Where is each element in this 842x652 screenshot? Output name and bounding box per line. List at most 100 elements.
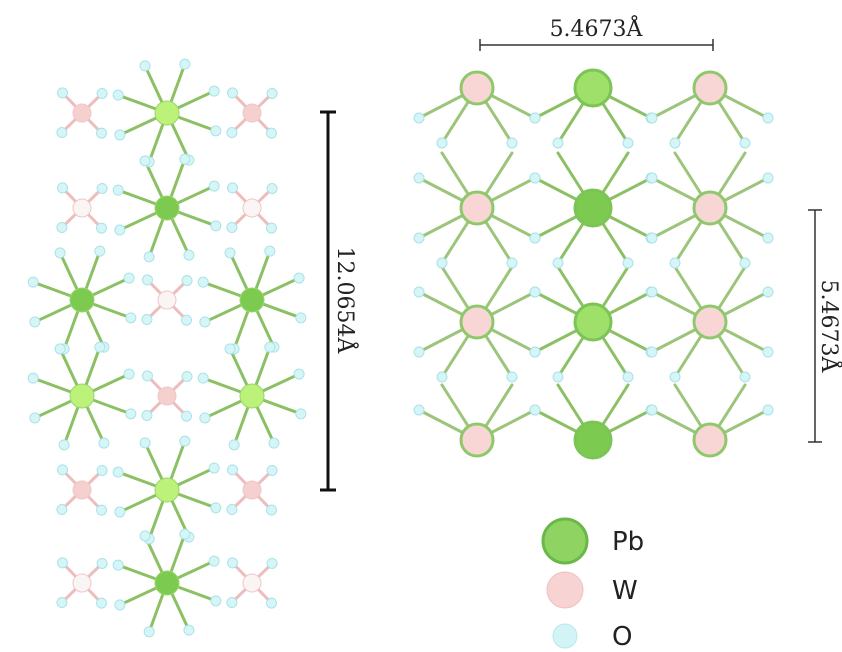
o-atom [123,272,135,284]
o-atom [179,528,191,540]
scale-label: 5.4673Å [816,280,842,374]
legend-w [546,571,584,609]
legend-label: W [612,576,638,606]
o-atom [268,437,280,449]
pb-atom [573,420,613,460]
o-atom [413,286,425,298]
o-atom [646,346,658,358]
bonds [31,62,770,634]
o-atom [208,180,220,192]
o-atom [56,464,68,476]
o-atom [179,58,191,70]
o-atom [552,371,564,383]
o-atom [96,557,108,569]
o-atom [208,555,220,567]
o-atom [226,127,238,139]
o-atom [436,137,448,149]
pb-atom [573,188,613,228]
w-atom [157,386,177,406]
o-atom [436,371,448,383]
o-atom [54,247,66,259]
o-atom [646,172,658,184]
o-atom [181,410,193,422]
o-atom [197,276,209,288]
scale-label: 12.0654Å [332,247,360,355]
o-atom [762,404,774,416]
o-atom [139,155,151,167]
o-atom [622,371,634,383]
o-atom [228,439,240,451]
w-atom [72,573,92,593]
o-atom [436,257,448,269]
o-atom [266,222,278,234]
o-atom [224,247,236,259]
o-atom [762,172,774,184]
pb-atom [154,100,180,126]
o-atom [139,437,151,449]
o-atom [210,220,222,232]
o-atom [96,182,108,194]
o-atom [413,232,425,244]
o-atom [646,286,658,298]
o-atom [141,410,153,422]
o-atom [179,435,191,447]
o-atom [54,343,66,355]
w-atom [72,198,92,218]
o-atom [506,371,518,383]
o-atom [56,597,68,609]
o-atom [143,251,155,263]
w-atom [242,573,262,593]
o-atom [125,312,137,324]
w-atom [459,422,495,458]
atoms [27,58,774,638]
w-atom [242,480,262,500]
o-atom [210,595,222,607]
w-atom [459,190,495,226]
o-atom [266,464,278,476]
w-atom [242,198,262,218]
o-atom [96,87,108,99]
o-atom [183,624,195,636]
o-atom [179,153,191,165]
o-atom [96,504,108,516]
o-atom [266,557,278,569]
o-atom [762,346,774,358]
o-atom [669,371,681,383]
o-atom [506,257,518,269]
w-atom [242,103,262,123]
o-atom [208,85,220,97]
o-atom [123,368,135,380]
o-atom [226,597,238,609]
legend-o [552,623,578,649]
pb-atom [239,383,265,409]
o-atom [183,249,195,261]
o-atom [139,60,151,72]
o-atom [141,274,153,286]
o-atom [56,127,68,139]
o-atom [293,272,305,284]
o-atom [94,341,106,353]
o-atom [197,372,209,384]
scale-bar-right [808,209,822,443]
o-atom [622,257,634,269]
o-atom [210,502,222,514]
o-atom [226,557,238,569]
o-atom [210,125,222,137]
legend-label: O [612,622,632,652]
o-atom [266,597,278,609]
w-atom [692,70,728,106]
o-atom [413,346,425,358]
o-atom [199,412,211,424]
o-atom [529,286,541,298]
o-atom [94,245,106,257]
o-atom [646,232,658,244]
pb-atom [69,383,95,409]
o-atom [669,137,681,149]
o-atom [646,112,658,124]
o-atom [58,439,70,451]
pb-atom [239,287,265,313]
o-atom [266,87,278,99]
o-atom [295,408,307,420]
legend: Pb W O [541,517,644,652]
